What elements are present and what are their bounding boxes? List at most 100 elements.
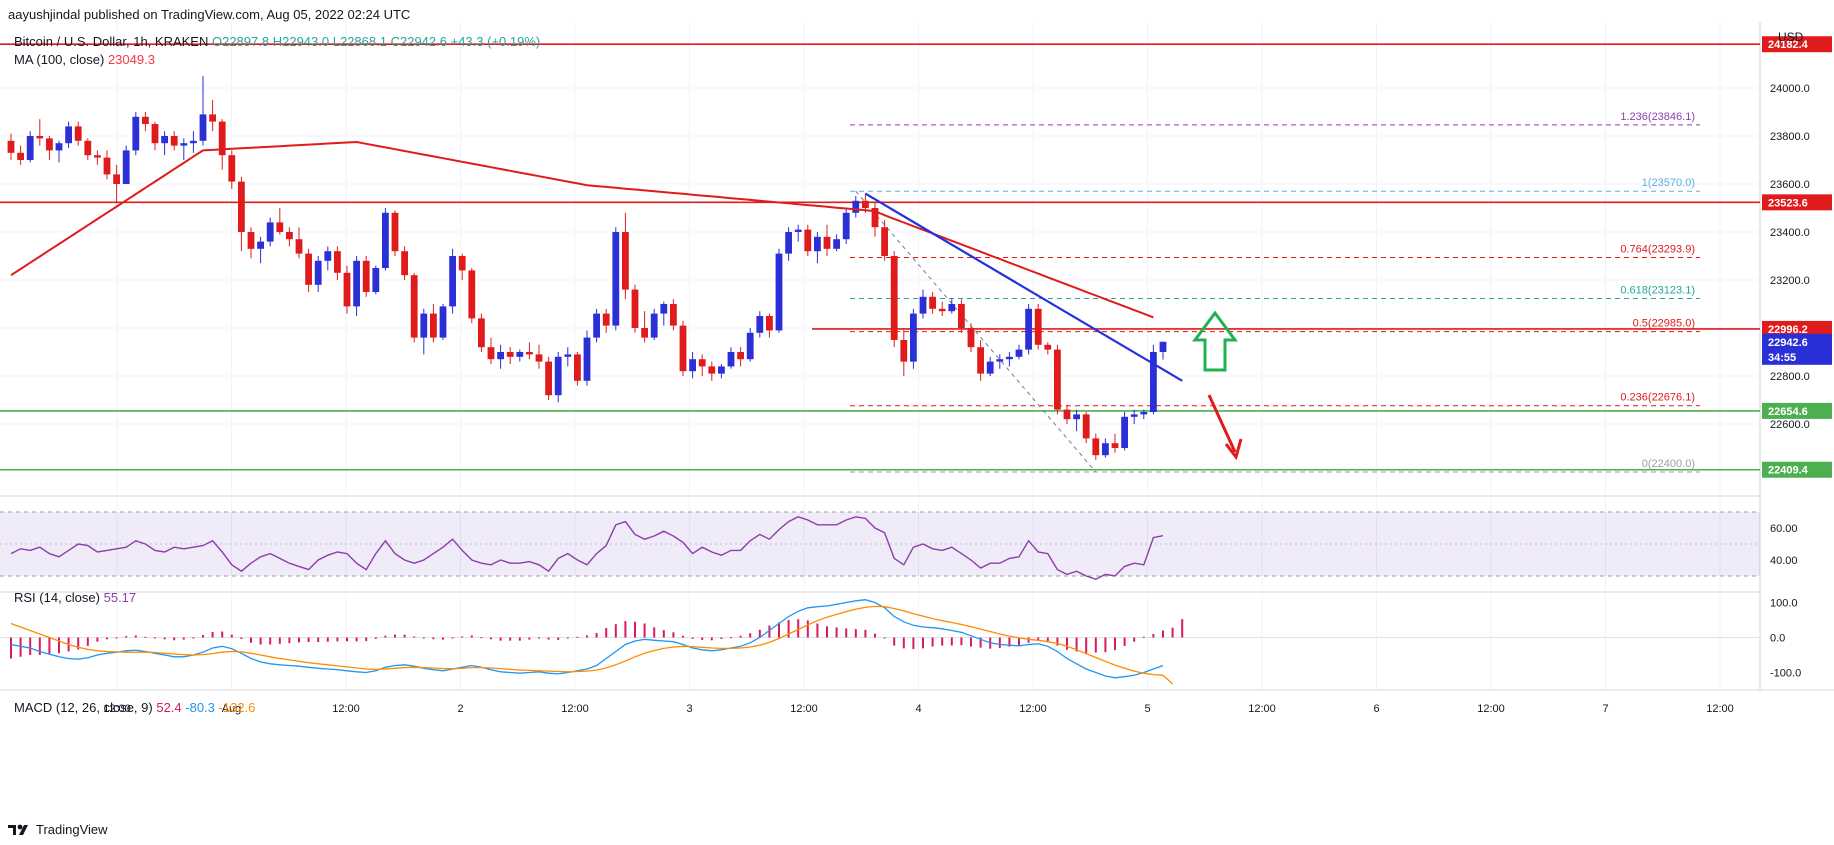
- macd-label: MACD (12, 26, close, 9): [14, 700, 153, 715]
- currency-label: USD: [1778, 30, 1804, 44]
- candle-body: [180, 143, 188, 146]
- macd-histogram-bar: [250, 637, 252, 643]
- price-tick-label: 23200.0: [1770, 275, 1810, 287]
- candle-body: [1006, 356, 1013, 360]
- candle-body: [842, 212, 850, 240]
- candle-body: [670, 304, 677, 326]
- candle-body: [929, 296, 936, 309]
- macd-histogram-bar: [758, 629, 761, 638]
- candle-body: [679, 325, 687, 372]
- candle-body: [746, 332, 754, 360]
- candle-body: [785, 232, 792, 254]
- macd-histogram-bar: [1142, 636, 1145, 638]
- macd-histogram-bar: [883, 637, 886, 639]
- candle-body: [17, 152, 24, 160]
- macd-histogram-bar: [730, 637, 732, 639]
- candle-body: [26, 136, 34, 160]
- candle-body: [103, 157, 111, 175]
- macd-tick-label: 100.0: [1770, 598, 1798, 610]
- macd-line-value: -80.3: [185, 700, 215, 715]
- macd-legend: MACD (12, 26, close, 9) 52.4 -80.3 -132.…: [14, 700, 255, 715]
- candle-body: [698, 359, 706, 367]
- candle-body: [458, 256, 466, 271]
- macd-histogram-bar: [499, 637, 502, 641]
- macd-histogram-bar: [1152, 634, 1155, 638]
- time-tick-label: 4: [915, 703, 921, 715]
- macd-histogram-bar: [787, 620, 790, 638]
- candle-body: [55, 143, 63, 151]
- candle-body: [65, 126, 72, 144]
- macd-histogram-bar: [682, 635, 684, 638]
- macd-histogram-bar: [624, 621, 627, 638]
- macd-histogram-bar: [1181, 619, 1184, 638]
- macd-signal-value: -132.6: [218, 700, 256, 715]
- high-value: H22943.0: [272, 34, 330, 49]
- candle-body: [132, 116, 140, 151]
- publisher-info: aayushjindal published on TradingView.co…: [8, 7, 411, 22]
- macd-histogram-bar: [182, 637, 185, 640]
- symbol-legend: Bitcoin / U.S. Dollar, 1h, KRAKEN O22897…: [14, 34, 540, 49]
- tradingview-logo[interactable]: TradingView: [8, 822, 108, 837]
- time-tick-label: 2: [457, 703, 463, 715]
- rsi-tick-label: 40.00: [1770, 555, 1798, 567]
- macd-histogram-bar: [163, 637, 166, 640]
- macd-histogram-bar: [1066, 637, 1068, 650]
- time-tick-label: 12:00: [1248, 703, 1276, 715]
- macd-histogram-bar: [1037, 637, 1040, 641]
- candle-body: [305, 253, 312, 285]
- macd-histogram-bar: [576, 636, 579, 638]
- candle-body: [641, 328, 648, 338]
- candle-body: [468, 270, 476, 319]
- candle-body: [36, 136, 44, 139]
- price-badge: [1762, 36, 1832, 53]
- candle-body: [545, 361, 552, 396]
- candle-body: [439, 306, 447, 338]
- macd-histogram-bar: [528, 637, 531, 640]
- macd-histogram-bar: [701, 637, 704, 640]
- macd-histogram-bar: [739, 635, 742, 638]
- candle-body: [1063, 409, 1071, 420]
- macd-histogram-bar: [230, 634, 233, 638]
- tradingview-icon: [8, 824, 28, 835]
- fib-diagonal: [855, 190, 1097, 473]
- candle-body: [1140, 412, 1148, 415]
- macd-histogram-bar: [979, 637, 982, 648]
- macd-histogram-bar: [912, 637, 915, 650]
- candle-body: [170, 136, 178, 146]
- candle-body: [967, 328, 975, 348]
- macd-histogram-bar: [461, 636, 464, 638]
- rsi-line: [10, 516, 1164, 580]
- candle-body: [756, 316, 764, 333]
- macd-histogram-bar: [720, 637, 723, 639]
- macd-histogram-bar: [413, 636, 416, 638]
- macd-line: [10, 599, 1164, 679]
- open-value: O22897.8: [211, 34, 270, 49]
- tradingview-brand: TradingView: [36, 822, 108, 837]
- fib-level-label: 0(22400.0): [1642, 458, 1695, 470]
- macd-histogram-bar: [422, 637, 425, 639]
- candle-body: [958, 304, 965, 328]
- candle-body: [1130, 414, 1138, 417]
- price-badge: [1762, 402, 1832, 419]
- time-tick-label: 12:00: [1706, 703, 1734, 715]
- price-tick-label: 23400.0: [1770, 227, 1810, 239]
- macd-histogram-bar: [902, 637, 905, 649]
- candle-body: [794, 229, 802, 232]
- macd-histogram-bar: [29, 637, 32, 655]
- macd-histogram-bar: [154, 637, 156, 639]
- candle-body: [257, 241, 264, 249]
- macd-histogram-bar: [1133, 637, 1136, 642]
- macd-histogram-bar: [816, 623, 819, 638]
- macd-histogram-bar: [566, 637, 569, 639]
- candle-body: [266, 222, 274, 242]
- candle-body: [1054, 349, 1061, 410]
- time-tick-label: 12:00: [1477, 703, 1505, 715]
- macd-histogram-bar: [1123, 637, 1126, 646]
- price-badge-label: 22942.6: [1768, 337, 1808, 349]
- macd-histogram-bar: [394, 634, 396, 638]
- macd-histogram-bar: [125, 636, 128, 638]
- price-tick-label: 22800.0: [1770, 371, 1810, 383]
- candle-body: [526, 352, 533, 355]
- price-badge: [1762, 348, 1832, 365]
